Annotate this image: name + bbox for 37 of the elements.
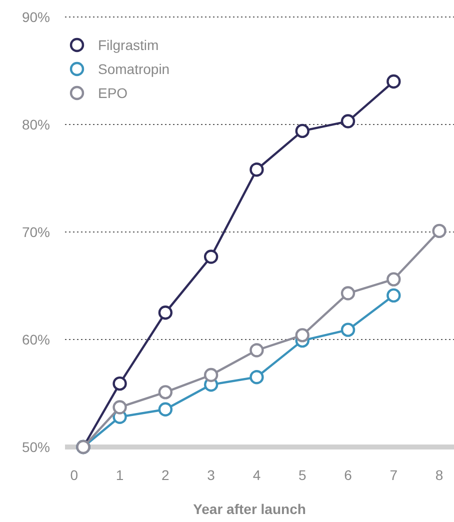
point: [340, 114, 356, 128]
x-tick-label: 4: [252, 467, 261, 483]
point: [204, 368, 218, 382]
y-tick-label: 80%: [22, 116, 50, 132]
point: [158, 402, 173, 416]
point: [112, 376, 127, 391]
x-tick-label: 3: [207, 467, 216, 483]
x-tick-label: 8: [435, 467, 444, 483]
point: [112, 400, 127, 414]
x-tick-label: 7: [390, 467, 398, 483]
x-axis-title: Year after launch: [193, 501, 306, 517]
x-tick-label: 0: [70, 467, 78, 483]
y-tick-label: 90%: [22, 8, 50, 25]
point: [250, 162, 264, 177]
y-tick-label: 60%: [22, 331, 50, 348]
x-tick-label: 6: [344, 467, 352, 483]
point: [432, 224, 446, 238]
legend-label: EPO: [98, 84, 128, 101]
point: [158, 306, 173, 320]
point: [250, 370, 264, 384]
point: [295, 124, 310, 138]
y-tick-label: 50%: [22, 438, 50, 455]
point: [386, 288, 401, 303]
x-tick-label: 2: [162, 467, 170, 483]
x-tick-label: 5: [298, 467, 306, 483]
point: [386, 272, 401, 286]
point: [340, 286, 356, 300]
y-tick-label: 70%: [22, 224, 50, 240]
point: [204, 250, 218, 264]
point: [158, 385, 173, 400]
point: [250, 343, 264, 358]
point: [295, 328, 310, 342]
point: [340, 322, 356, 337]
legend-label: Filgrastim: [98, 36, 159, 53]
x-tick-label: 1: [116, 467, 124, 483]
legend-label: Somatropin: [98, 60, 170, 77]
point: [386, 74, 401, 89]
